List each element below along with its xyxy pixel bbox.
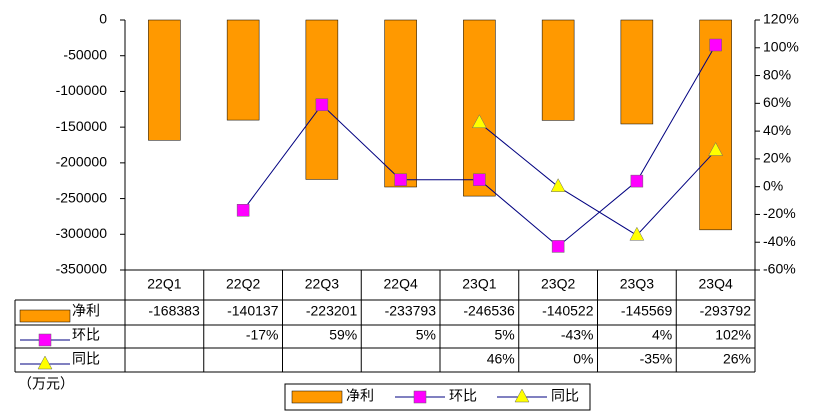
marker [315, 98, 329, 111]
y2-tick-label: -60% [763, 261, 796, 277]
marker [413, 390, 427, 404]
table-cell: -223201 [306, 303, 358, 319]
table-cell: 5% [416, 327, 436, 343]
table-cell: 59% [329, 327, 357, 343]
legend-swatch [291, 390, 343, 404]
marker [630, 174, 644, 188]
x-tick-label: 23Q1 [462, 276, 496, 292]
marker [550, 178, 566, 192]
y2-tick-label: 20% [763, 150, 791, 166]
legend-swatch [19, 309, 71, 323]
table-row-label: 环比 [72, 327, 100, 343]
y2-tick-label: -20% [763, 205, 796, 221]
y2-tick-label: 40% [763, 122, 791, 138]
table-cell: -140522 [542, 303, 594, 319]
table-cell: 26% [723, 351, 751, 367]
marker [709, 38, 722, 52]
table-cell: -17% [246, 327, 279, 343]
marker [236, 204, 250, 217]
table-cell: 4% [652, 327, 672, 343]
marker [394, 173, 407, 186]
table-cell: -140137 [227, 303, 279, 319]
y-tick-label: -300000 [56, 225, 108, 241]
table-row-label: 净利 [72, 303, 100, 319]
table-cell: -168383 [148, 303, 200, 319]
y2-tick-label: 80% [763, 66, 791, 82]
x-tick-label: 23Q4 [699, 276, 733, 292]
bar [226, 19, 260, 121]
table-cell: -233793 [385, 303, 437, 319]
marker [473, 173, 486, 186]
table-cell: 5% [495, 327, 515, 343]
x-tick-label: 22Q4 [384, 276, 418, 292]
table-cell: 102% [715, 327, 751, 343]
x-tick-label: 23Q3 [620, 276, 654, 292]
legend-label: 同比 [551, 388, 579, 404]
bar [541, 19, 575, 121]
bar [384, 19, 417, 188]
table-cell: -35% [640, 351, 673, 367]
table-cell: -43% [561, 327, 594, 343]
table-cell: -293792 [700, 303, 752, 319]
x-tick-label: 22Q2 [226, 276, 260, 292]
x-tick-label: 22Q1 [147, 276, 181, 292]
y2-tick-label: -40% [763, 233, 796, 249]
legend-label: 净利 [346, 388, 374, 404]
y-tick-label: 0 [99, 11, 107, 27]
table-cell: 46% [487, 351, 515, 367]
marker [514, 388, 530, 403]
x-tick-label: 23Q2 [541, 276, 575, 292]
bar [463, 19, 496, 197]
table-cell: -145569 [621, 303, 673, 319]
line [479, 122, 716, 236]
y-tick-label: -50000 [63, 46, 107, 62]
marker [708, 142, 724, 156]
table-row-label: 同比 [72, 351, 100, 367]
legend-label: 环比 [449, 388, 477, 404]
marker [551, 240, 565, 253]
bar [148, 19, 181, 141]
y-tick-label: -350000 [56, 261, 108, 277]
marker [471, 114, 487, 129]
y-tick-label: -250000 [56, 189, 108, 205]
marker [37, 355, 53, 370]
y2-tick-label: 120% [763, 11, 799, 27]
y-tick-label: -100000 [56, 82, 108, 98]
y-tick-label: -200000 [56, 154, 108, 170]
table-cell: -246536 [463, 303, 515, 319]
y2-tick-label: 0% [763, 177, 783, 193]
unit-label: （万元） [18, 376, 74, 392]
x-tick-label: 22Q3 [305, 276, 339, 292]
bar [620, 19, 654, 125]
table-cell: 0% [573, 351, 593, 367]
y2-tick-label: 100% [763, 38, 799, 54]
marker [38, 333, 52, 347]
y2-tick-label: 60% [763, 94, 791, 110]
bar [699, 19, 732, 231]
marker [629, 226, 645, 241]
y-tick-label: -150000 [56, 118, 108, 134]
